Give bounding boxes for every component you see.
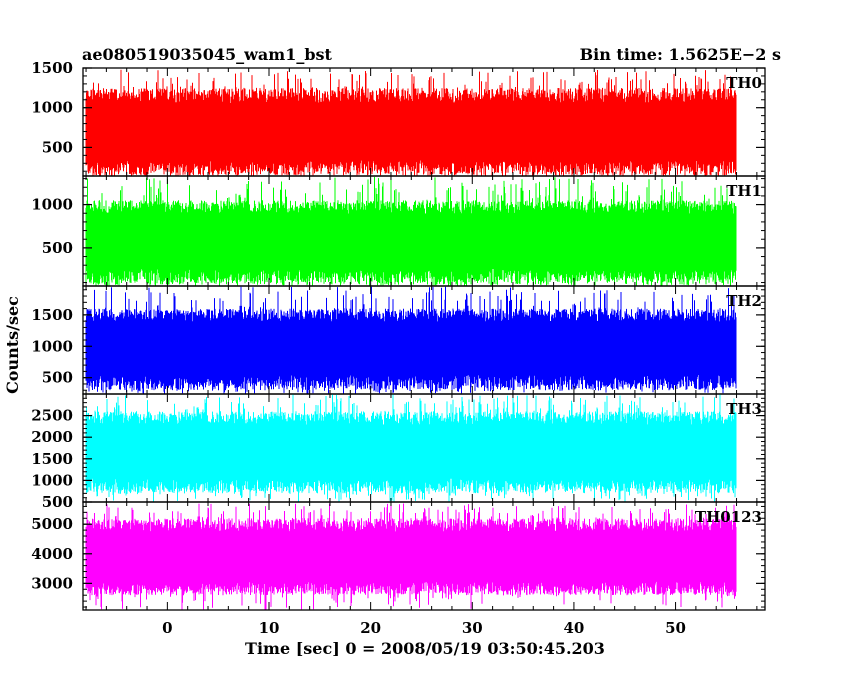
- series-th0123: [85, 503, 737, 610]
- bin-time-label: Bin time: 1.5625E−2 s: [580, 45, 781, 64]
- y-tick-label: 4000: [31, 545, 73, 563]
- chart-title: ae080519035045_wam1_bst: [82, 45, 333, 64]
- y-tick-label: 2000: [31, 428, 73, 446]
- series-th1: [85, 176, 737, 286]
- panel-th2: 500 1000 1500 TH2: [31, 285, 766, 395]
- y-tick-label: 1000: [31, 471, 73, 489]
- panel-label: TH0123: [695, 508, 762, 526]
- panel-label: TH3: [726, 400, 762, 418]
- y-tick-label: 1000: [31, 196, 73, 214]
- x-tick-label: 0: [162, 619, 172, 637]
- x-tick-label: 40: [563, 619, 584, 637]
- y-tick-label: 2500: [31, 407, 73, 425]
- panel-th0123: 3000 4000 5000 TH0123: [31, 501, 766, 611]
- x-axis: 0 10 20 30 40 50: [162, 619, 686, 637]
- y-tick-label: 500: [42, 493, 73, 511]
- y-tick-label: 1500: [31, 450, 73, 468]
- y-tick-label: 3000: [31, 574, 73, 592]
- x-tick-label: 50: [665, 619, 686, 637]
- x-tick-label: 20: [360, 619, 381, 637]
- panels-group: 50010001500TH05001000TH150010001500TH250…: [31, 59, 766, 611]
- x-tick-label: 30: [462, 619, 483, 637]
- panel-label: TH2: [726, 292, 762, 310]
- panel-label: TH0: [726, 74, 762, 92]
- x-tick-label: 10: [259, 619, 280, 637]
- series-th0: [85, 69, 737, 176]
- panel-frame: [82, 501, 766, 611]
- panel-label: TH1: [726, 182, 762, 200]
- y-tick-label: 5000: [31, 515, 73, 533]
- y-tick-label: 500: [42, 138, 73, 156]
- y-tick-label: 1000: [31, 337, 73, 355]
- y-axis-label: Counts/sec: [3, 296, 22, 394]
- panel-th1: 500 1000 TH1: [31, 175, 766, 287]
- y-tick-label: 1500: [31, 59, 73, 77]
- x-axis-label: Time [sec] 0 = 2008/05/19 03:50:45.203: [245, 639, 605, 658]
- panel-th0: 500 1000 1500 TH0: [31, 59, 766, 177]
- series-th2: [85, 286, 737, 394]
- series-th3: [85, 394, 737, 502]
- y-tick-label: 500: [42, 369, 73, 387]
- y-tick-label: 500: [42, 239, 73, 257]
- panel-th3: 500 1000 1500 2000 2500 TH3: [31, 393, 766, 511]
- y-tick-label: 1000: [31, 99, 73, 117]
- y-tick-label: 1500: [31, 306, 73, 324]
